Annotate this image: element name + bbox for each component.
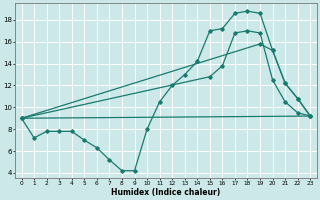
X-axis label: Humidex (Indice chaleur): Humidex (Indice chaleur): [111, 188, 220, 197]
